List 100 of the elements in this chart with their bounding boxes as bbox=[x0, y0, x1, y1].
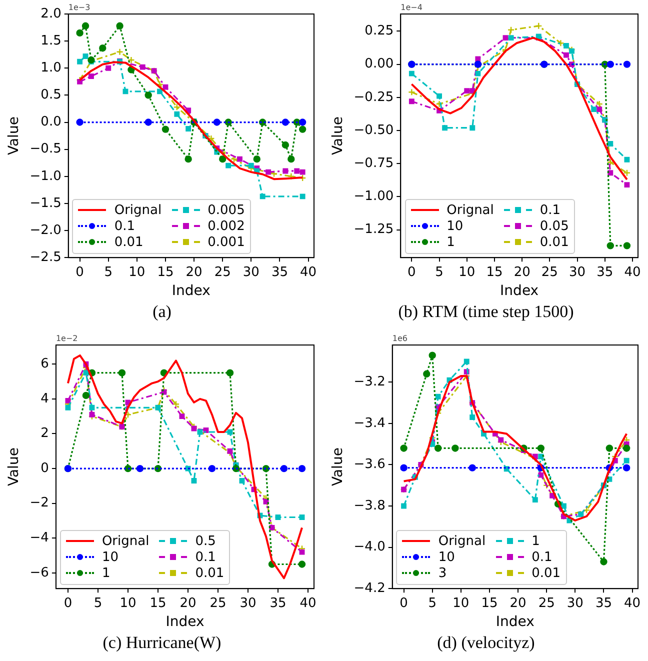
x-tick-label: 40 bbox=[624, 596, 641, 611]
y-tick-label: −4 bbox=[30, 530, 49, 546]
x-tick-label: 25 bbox=[541, 264, 558, 280]
y-tick-label: −2 bbox=[30, 496, 49, 511]
x-tick-label: 10 bbox=[120, 596, 136, 611]
legend-label: 0.002 bbox=[208, 218, 245, 234]
x-tick-label: 30 bbox=[569, 264, 586, 280]
text: (a) bbox=[152, 302, 172, 322]
y-tick-label: −1.00 bbox=[354, 189, 394, 204]
y-tick-label: 1.0 bbox=[40, 60, 62, 76]
legend-label: 10 bbox=[438, 550, 455, 565]
y-tick-label: −0.25 bbox=[354, 90, 394, 105]
y-tick-label: −1.0 bbox=[30, 168, 62, 184]
legend-label: 0.001 bbox=[208, 234, 245, 250]
x-tick-label: 15 bbox=[157, 264, 174, 280]
x-tick-label: 15 bbox=[481, 596, 498, 611]
x-tick-label: 5 bbox=[428, 596, 436, 611]
y-axis-title: Value bbox=[330, 116, 346, 156]
legend-label: 1 bbox=[446, 234, 455, 250]
x-tick-label: 35 bbox=[270, 596, 286, 611]
x-tick-label: 40 bbox=[624, 264, 641, 280]
y-tick-label: 1.5 bbox=[40, 33, 62, 48]
x-tick-label: 35 bbox=[271, 264, 288, 280]
text: 1e6 bbox=[392, 334, 408, 344]
text: 1e−2 bbox=[56, 334, 78, 344]
y-axis-title: Value bbox=[6, 448, 22, 486]
legend-label: 0.5 bbox=[195, 534, 216, 549]
x-tick-label: 35 bbox=[596, 264, 614, 280]
y-tick-label: 6 bbox=[40, 356, 49, 372]
y-tick-label: −0.75 bbox=[354, 156, 394, 171]
legend-label: 1 bbox=[102, 566, 110, 581]
y-tick-label: 0 bbox=[40, 460, 49, 476]
legend-label: 0.01 bbox=[114, 234, 144, 250]
y-tick-label: −0.50 bbox=[354, 122, 394, 138]
y-tick-label: −1.5 bbox=[30, 196, 62, 211]
y-tick-label: −2.0 bbox=[30, 222, 62, 238]
x-tick-label: 5 bbox=[94, 596, 102, 611]
x-tick-label: 30 bbox=[242, 264, 260, 280]
x-tick-label: 0 bbox=[76, 264, 84, 280]
x-axis-title: Index bbox=[172, 283, 210, 300]
x-axis-title: Index bbox=[166, 614, 204, 630]
x-axis-title: Index bbox=[500, 283, 539, 300]
legend-label: 0.1 bbox=[532, 550, 552, 565]
x-tick-label: 0 bbox=[400, 596, 408, 611]
y-tick-label: −6 bbox=[30, 565, 49, 580]
x-tick-label: 15 bbox=[486, 264, 503, 280]
y-tick-label: 0.5 bbox=[40, 88, 62, 103]
x-tick-label: 25 bbox=[214, 264, 231, 280]
legend-label: Orignal bbox=[114, 202, 162, 218]
x-tick-label: 30 bbox=[566, 596, 584, 611]
legend-label: 0.01 bbox=[532, 566, 561, 581]
y-tick-label: 0.0 bbox=[40, 114, 62, 130]
y-tick-label: 2 bbox=[40, 426, 49, 442]
legend-label: 10 bbox=[102, 550, 118, 565]
x-tick-label: 0 bbox=[64, 596, 72, 611]
text: 1e−3 bbox=[68, 3, 90, 12]
legend-label: Orignal bbox=[102, 534, 150, 549]
y-tick-label: 0.25 bbox=[364, 24, 394, 39]
legend-label: 0.1 bbox=[540, 202, 561, 218]
y-tick-label: 2.0 bbox=[40, 6, 62, 22]
x-tick-label: 30 bbox=[240, 596, 256, 611]
y-tick-label: −0.5 bbox=[30, 142, 62, 157]
x-tick-label: 40 bbox=[300, 264, 317, 280]
y-tick-label: −1.25 bbox=[354, 222, 394, 238]
legend-label: 0.1 bbox=[195, 550, 216, 565]
y-tick-label: −3.4 bbox=[354, 416, 386, 431]
text: 1e−4 bbox=[400, 3, 422, 12]
x-tick-label: 20 bbox=[186, 264, 202, 280]
text: (d) (velocityz) bbox=[436, 633, 536, 653]
y-axis-title: Value bbox=[6, 116, 22, 156]
x-tick-label: 0 bbox=[408, 264, 416, 280]
y-tick-label: 4 bbox=[40, 391, 49, 406]
legend-label: Orignal bbox=[446, 202, 494, 218]
legend-label: 0.1 bbox=[114, 218, 136, 234]
y-tick-label: −3.2 bbox=[354, 374, 386, 390]
x-tick-label: 25 bbox=[210, 596, 226, 611]
legend-label: 0.01 bbox=[195, 566, 224, 581]
x-tick-label: 25 bbox=[538, 596, 555, 611]
x-tick-label: 35 bbox=[595, 596, 612, 611]
y-tick-label: −2.5 bbox=[30, 250, 62, 265]
x-tick-label: 15 bbox=[150, 596, 166, 611]
y-tick-label: −3.8 bbox=[354, 498, 386, 514]
legend-label: 3 bbox=[438, 566, 447, 581]
x-tick-label: 10 bbox=[452, 596, 470, 611]
x-tick-label: 20 bbox=[180, 596, 196, 611]
y-axis-title: Value bbox=[330, 448, 346, 486]
x-tick-label: 5 bbox=[435, 264, 444, 280]
x-tick-label: 10 bbox=[128, 264, 146, 280]
y-tick-label: −3.6 bbox=[354, 457, 386, 472]
text: (c) Hurricane(W) bbox=[102, 633, 222, 653]
x-tick-label: 40 bbox=[300, 596, 316, 611]
x-tick-label: 10 bbox=[458, 264, 476, 280]
legend-label: 1 bbox=[532, 534, 540, 549]
legend-label: 10 bbox=[446, 218, 464, 234]
x-tick-label: 20 bbox=[514, 264, 530, 280]
x-axis-title: Index bbox=[496, 614, 534, 630]
y-tick-label: −4.2 bbox=[354, 580, 386, 596]
y-tick-label: 0.00 bbox=[364, 56, 394, 72]
text: (b) RTM (time step 1500) bbox=[397, 302, 575, 322]
x-tick-label: 5 bbox=[104, 264, 112, 280]
